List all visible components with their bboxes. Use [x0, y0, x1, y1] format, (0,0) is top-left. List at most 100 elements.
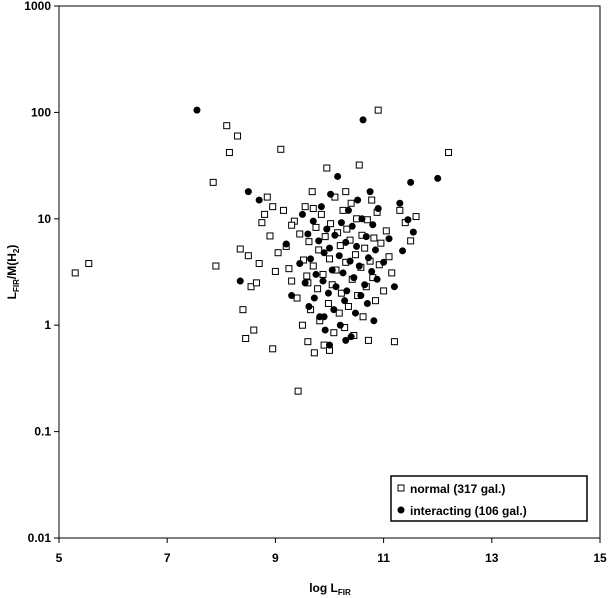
data-point-normal	[368, 196, 376, 204]
x-tick-label: 11	[377, 551, 390, 565]
legend-box	[390, 475, 588, 522]
data-point-normal	[330, 329, 338, 337]
data-point-normal	[370, 234, 378, 242]
data-point-normal	[252, 279, 260, 287]
data-point-normal	[304, 338, 312, 346]
x-tick-label: 5	[56, 551, 63, 565]
data-point-normal	[445, 148, 453, 156]
data-point-normal	[312, 223, 320, 231]
data-point-normal	[298, 321, 306, 329]
x-axis: 5 7 9 11 13 15	[56, 538, 607, 565]
data-point-interacting	[353, 242, 361, 250]
data-point-interacting	[347, 333, 355, 341]
data-point-normal	[261, 210, 269, 218]
data-point-interacting	[351, 309, 359, 317]
data-point-normal	[407, 237, 415, 245]
data-point-interacting	[326, 244, 333, 252]
data-point-interacting	[193, 106, 201, 114]
data-point-interacting	[364, 254, 372, 262]
data-point-interacting	[385, 235, 393, 243]
data-point-interacting	[321, 326, 329, 334]
data-point-interacting	[343, 287, 351, 295]
data-point-interacting	[282, 240, 290, 248]
data-point-interacting	[342, 336, 350, 344]
data-point-normal	[344, 302, 352, 310]
y-axis: 0.01 0.1 1 10 100 1000	[24, 0, 59, 545]
data-point-normal	[361, 244, 369, 252]
data-point-normal	[347, 199, 355, 207]
data-point-normal	[309, 262, 317, 270]
legend-label-normal: normal (317 gal.)	[410, 482, 505, 496]
data-point-normal	[223, 122, 231, 130]
data-point-interacting	[305, 302, 313, 310]
data-point-normal	[355, 161, 363, 169]
data-points	[71, 106, 453, 395]
data-point-normal	[374, 106, 382, 114]
data-point-interacting	[404, 216, 412, 224]
data-point-normal	[335, 309, 343, 317]
data-point-interacting	[342, 238, 350, 246]
data-point-normal	[309, 204, 317, 212]
data-point-interacting	[301, 279, 309, 287]
data-point-interacting	[366, 188, 374, 196]
data-point-interacting	[336, 321, 344, 329]
data-point-interacting	[334, 172, 342, 180]
data-point-interacting	[399, 247, 407, 255]
data-point-normal	[85, 260, 93, 268]
data-point-normal	[225, 148, 233, 156]
y-tick-label: 100	[31, 105, 51, 119]
data-point-normal	[321, 233, 329, 241]
y-tick-label: 1	[44, 318, 51, 332]
data-point-normal	[364, 336, 372, 344]
data-point-normal	[359, 313, 367, 321]
data-point-interacting	[357, 292, 365, 300]
data-point-normal	[271, 267, 279, 275]
data-point-normal	[242, 334, 250, 342]
data-point-interacting	[335, 252, 343, 260]
data-point-interacting	[331, 231, 339, 239]
data-point-interacting	[304, 230, 312, 238]
data-point-interacting	[346, 257, 354, 265]
data-point-normal	[324, 299, 332, 307]
data-point-interacting	[337, 219, 345, 227]
data-point-interacting	[319, 277, 327, 285]
data-point-normal	[388, 269, 396, 277]
data-point-normal	[269, 345, 277, 353]
data-point-interacting	[409, 228, 417, 236]
legend-marker-interacting	[397, 506, 405, 514]
y-tick-label: 10	[38, 212, 52, 226]
data-point-interacting	[327, 190, 335, 198]
data-point-normal	[244, 252, 252, 260]
data-point-interacting	[236, 277, 244, 285]
data-point-normal	[236, 245, 244, 253]
data-point-normal	[326, 255, 333, 263]
data-point-interacting	[307, 255, 315, 263]
data-point-normal	[305, 238, 313, 246]
data-point-normal	[288, 277, 296, 285]
data-point-normal	[327, 220, 335, 228]
data-point-interacting	[368, 267, 376, 275]
data-point-interacting	[358, 215, 366, 223]
data-point-normal	[266, 232, 274, 240]
data-point-interacting	[326, 341, 333, 349]
x-axis-title: log LFIR	[309, 581, 351, 597]
data-point-normal	[296, 230, 304, 238]
data-point-interacting	[298, 210, 306, 218]
data-point-normal	[343, 225, 351, 233]
data-point-interacting	[369, 221, 377, 229]
data-point-interacting	[332, 283, 340, 291]
data-point-interacting	[324, 289, 332, 297]
data-point-normal	[280, 206, 288, 214]
data-point-interacting	[309, 217, 317, 225]
data-point-interacting	[317, 203, 325, 211]
x-tick-label: 15	[593, 551, 607, 565]
data-point-interacting	[320, 249, 328, 257]
data-point-normal	[212, 262, 220, 270]
data-point-normal	[263, 193, 271, 201]
data-point-normal	[294, 387, 302, 395]
data-point-interacting	[296, 260, 304, 268]
data-point-interacting	[363, 299, 371, 307]
data-point-normal	[71, 269, 79, 277]
data-point-interacting	[370, 317, 378, 325]
